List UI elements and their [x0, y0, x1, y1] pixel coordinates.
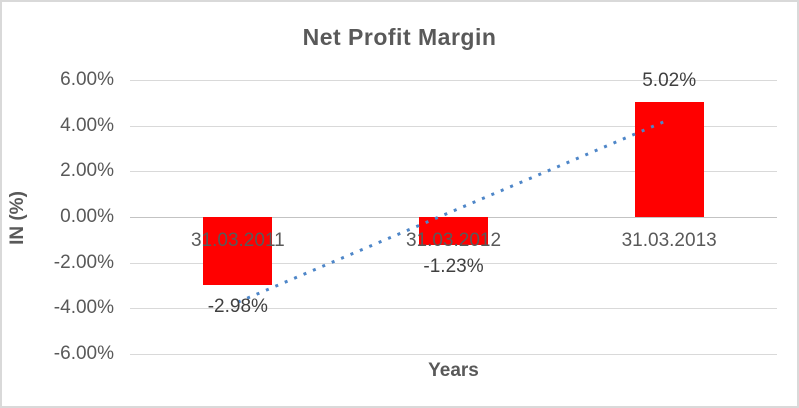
- y-tick-label: -2.00%: [53, 252, 114, 273]
- category-label: 31.03.2011: [190, 230, 285, 251]
- y-tick-label: -6.00%: [53, 343, 114, 364]
- x-axis-title: Years: [428, 360, 479, 381]
- data-label: 5.02%: [642, 70, 697, 92]
- y-tick-label: -4.00%: [53, 297, 114, 318]
- category-label: 31.03.2013: [621, 230, 717, 251]
- data-label: -2.98%: [207, 296, 268, 317]
- y-gridline: [130, 80, 777, 81]
- category-label: 31.03.2012: [405, 230, 502, 251]
- y-tick-label: 0.00%: [60, 206, 114, 227]
- y-gridline: [130, 354, 777, 355]
- y-tick-label: 2.00%: [60, 160, 114, 181]
- bar-31.03.2013: [634, 102, 704, 217]
- chart-title: Net Profit Margin: [302, 24, 497, 50]
- y-tick-label: 4.00%: [60, 115, 114, 136]
- data-label: -1.23%: [423, 256, 484, 278]
- y-tick-label: 6.00%: [60, 69, 114, 90]
- y-gridline: [130, 308, 777, 309]
